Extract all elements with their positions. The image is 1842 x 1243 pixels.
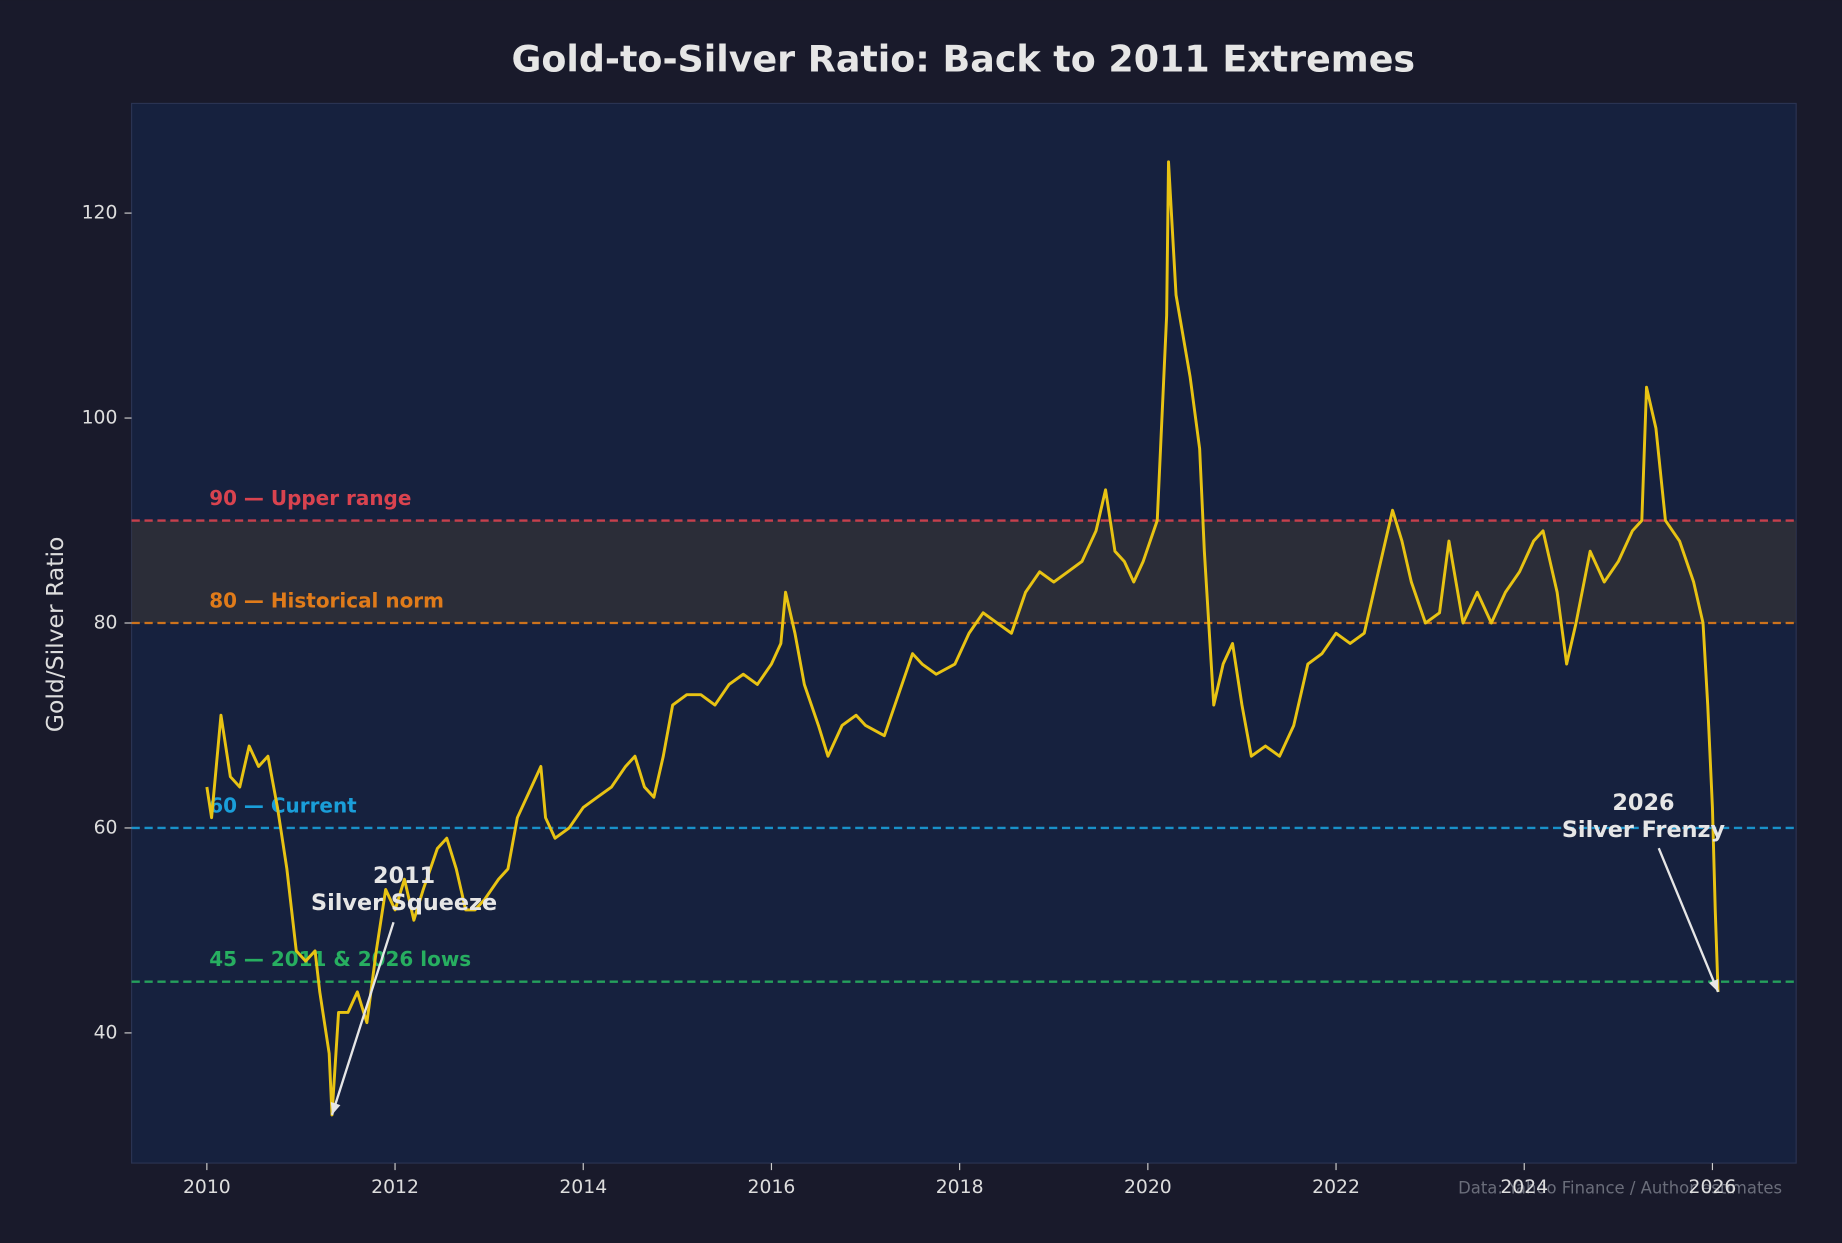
x-tick-label: 2020: [1124, 1177, 1172, 1198]
x-tick-label: 2010: [183, 1177, 231, 1198]
annotation-text: 2011: [373, 863, 435, 889]
y-tick-label: 60: [94, 817, 118, 838]
annotation-arrow: [330, 921, 395, 1116]
y-tick-label: 100: [82, 408, 118, 429]
x-tick-label: 2016: [748, 1177, 796, 1198]
annotation-arrow: [1657, 847, 1720, 993]
reference-label: 45 — 2011 & 2026 lows: [209, 947, 471, 971]
source-note: Data: Yahoo Finance / Author estimates: [1458, 1178, 1782, 1197]
y-tick-label: 80: [94, 612, 118, 633]
ratio-line: [205, 160, 1720, 1117]
y-axis-label: Gold/Silver Ratio: [41, 537, 69, 733]
reference-label: 80 — Historical norm: [209, 588, 444, 612]
annotation-text: 2026: [1612, 790, 1674, 816]
x-tick-label: 2026: [1689, 1177, 1737, 1198]
plot-area: [130, 102, 1797, 1164]
reference-label: 60 — Current: [209, 793, 357, 817]
y-tick-label: 120: [82, 203, 118, 224]
y-tick-label: 40: [94, 1022, 118, 1043]
annotation-arrowhead: [1708, 978, 1719, 992]
x-tick-label: 2014: [559, 1177, 607, 1198]
annotation-text: Silver Frenzy: [1562, 817, 1726, 843]
chart-title: Gold-to-Silver Ratio: Back to 2011 Extre…: [511, 38, 1415, 81]
annotation-text: Silver Squeeze: [311, 890, 497, 916]
x-tick-label: 2022: [1312, 1177, 1360, 1198]
x-tick-label: 2024: [1500, 1177, 1548, 1198]
x-tick-label: 2018: [936, 1177, 984, 1198]
annotation-arrowhead: [330, 1102, 341, 1115]
reference-label: 90 — Upper range: [209, 486, 411, 510]
x-tick-label: 2012: [371, 1177, 419, 1198]
